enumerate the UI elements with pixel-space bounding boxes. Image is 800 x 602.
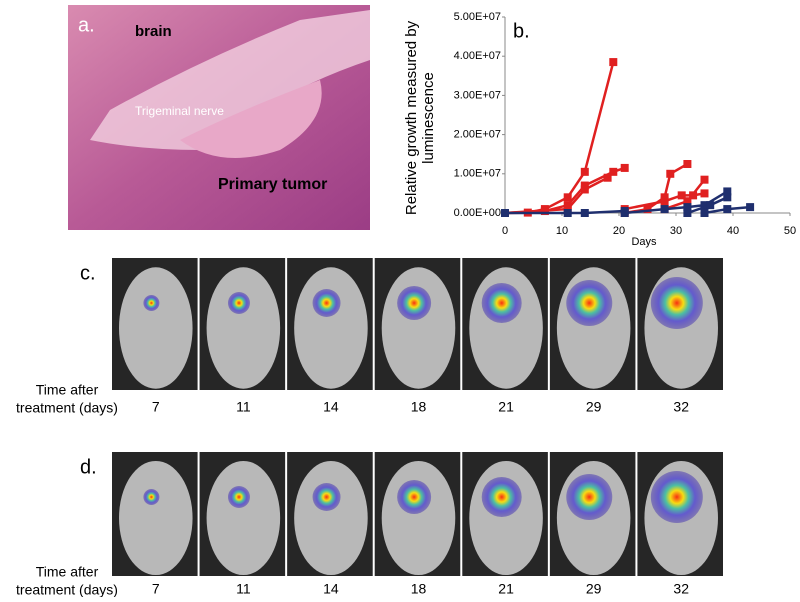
x-tick-label: 40 <box>727 225 739 237</box>
marker <box>666 169 675 178</box>
y-axis-label: luminescence <box>420 72 437 164</box>
y-tick-label: 1.00E+07 <box>454 168 501 180</box>
day-label: 21 <box>498 399 514 415</box>
histology-feature <box>90 10 370 150</box>
marker <box>660 205 669 214</box>
luminescence <box>397 480 432 514</box>
panel-label: a. <box>78 14 95 36</box>
day-label: 32 <box>673 581 689 597</box>
luminescence <box>566 474 613 520</box>
mouse-body <box>119 460 193 576</box>
x-tick-label: 20 <box>613 225 625 237</box>
marker <box>677 191 686 200</box>
day-label: 7 <box>152 399 160 415</box>
marker <box>620 207 629 216</box>
x-tick-label: 10 <box>556 225 568 237</box>
marker <box>603 173 612 182</box>
marker <box>706 201 715 210</box>
day-label: 7 <box>152 581 160 597</box>
x-axis-label: Days <box>631 236 657 248</box>
marker <box>609 58 618 67</box>
x-tick-label: 30 <box>670 225 682 237</box>
marker <box>723 205 732 214</box>
marker <box>643 205 652 214</box>
luminescence <box>650 471 703 523</box>
marker <box>660 197 669 206</box>
marker <box>700 201 709 210</box>
mouse-body <box>294 267 368 389</box>
marker <box>723 193 732 202</box>
day-label: 21 <box>498 581 514 597</box>
day-label: 29 <box>586 399 602 415</box>
series-line <box>504 176 609 215</box>
marker <box>683 209 692 217</box>
marker <box>683 197 692 206</box>
marker <box>580 167 589 176</box>
mouse-body <box>381 267 456 389</box>
time-label: Time after <box>36 382 99 398</box>
series-line <box>504 61 615 215</box>
time-label: treatment (days) <box>16 400 118 416</box>
marker <box>501 209 509 217</box>
mouse-body <box>206 460 281 576</box>
y-tick-label: 3.00E+07 <box>454 89 501 101</box>
time-label: treatment (days) <box>16 582 118 597</box>
day-label: 18 <box>411 399 427 415</box>
day-label: 11 <box>236 581 251 597</box>
luminescence <box>227 292 250 314</box>
histology-feature <box>180 80 322 158</box>
panel-label: d. <box>80 456 97 478</box>
mouse-body <box>294 460 368 576</box>
chart: b. 0.00E+00 1.00E+07 2.00E+07 3.00E+07 4.00E+… <box>403 11 796 248</box>
luminescence <box>312 483 341 511</box>
marker <box>700 189 709 198</box>
day-label: 11 <box>236 399 251 415</box>
panel-label: c. <box>80 262 96 284</box>
x-tick-label: 50 <box>784 225 796 237</box>
annotation: brain <box>135 23 172 40</box>
image-rows: c. Time after treatment (days) 7 11 14 18 21 29 3… <box>16 258 723 598</box>
day-label: 14 <box>323 581 339 597</box>
luminescence <box>566 280 613 326</box>
x-tick-label: 0 <box>502 225 508 237</box>
annotation: Trigeminal nerve <box>135 104 224 118</box>
luminescence <box>481 477 522 517</box>
marker <box>683 203 692 212</box>
day-label: 14 <box>323 399 339 415</box>
y-tick-label: 0.00E+00 <box>454 207 501 219</box>
marker <box>700 209 709 217</box>
marker <box>723 187 732 196</box>
marker <box>563 209 572 217</box>
y-tick-label: 2.00E+07 <box>454 129 501 141</box>
day-label: 29 <box>586 581 602 597</box>
series-line <box>505 209 625 215</box>
marker <box>683 160 692 168</box>
marker <box>609 167 618 176</box>
marker <box>580 209 589 217</box>
y-tick-label: 4.00E+07 <box>454 50 501 62</box>
panel-label: b. <box>513 20 530 42</box>
luminescence <box>481 283 522 323</box>
marker <box>580 185 589 194</box>
luminescence <box>143 295 160 311</box>
mouse-body <box>119 267 193 389</box>
mouse-body <box>206 267 281 389</box>
luminescence <box>143 489 160 505</box>
luminescence <box>650 277 703 329</box>
y-axis-label: Relative growth measured by <box>403 20 420 215</box>
marker <box>746 203 755 212</box>
marker <box>620 163 629 172</box>
luminescence <box>227 486 250 508</box>
mouse-body <box>381 460 456 576</box>
day-label: 32 <box>673 399 689 415</box>
annotation: Primary tumor <box>218 176 327 193</box>
y-tick-label: 5.00E+07 <box>454 11 501 23</box>
luminescence <box>312 289 341 317</box>
luminescence <box>397 286 432 320</box>
day-label: 18 <box>411 581 427 597</box>
time-label: Time after <box>36 564 99 580</box>
marker <box>563 193 572 202</box>
marker <box>700 175 709 184</box>
